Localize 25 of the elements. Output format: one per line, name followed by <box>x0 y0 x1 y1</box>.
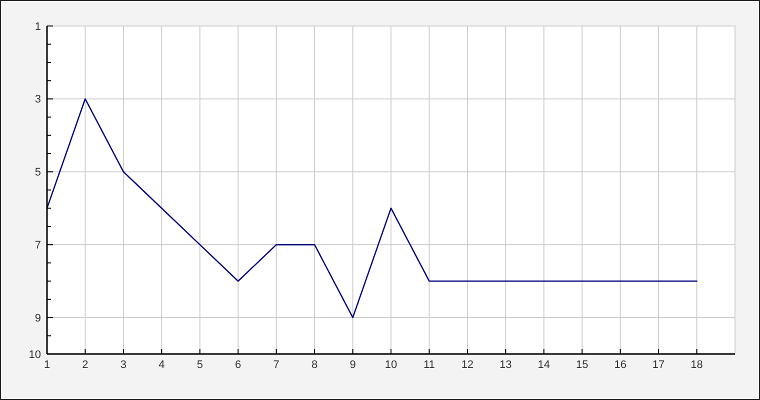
x-tick-label: 10 <box>384 359 398 371</box>
y-tick-label: 9 <box>34 312 41 324</box>
y-tick-label: 10 <box>28 348 41 361</box>
x-tick-label: 15 <box>576 359 588 371</box>
x-tick-label: 18 <box>690 359 703 371</box>
x-tick-label: 14 <box>538 359 550 371</box>
y-tick-label: 3 <box>34 94 41 106</box>
x-tick-label: 5 <box>196 359 203 371</box>
x-tick-label: 9 <box>350 359 356 371</box>
x-tick-label: 12 <box>461 359 474 371</box>
y-tick-label: 1 <box>34 20 41 33</box>
x-tick-label: 6 <box>235 359 242 371</box>
y-tick-label: 5 <box>34 166 41 179</box>
x-tick-label: 7 <box>273 359 280 371</box>
x-tick-label: 2 <box>82 359 88 371</box>
x-tick-label: 16 <box>614 359 626 371</box>
x-tick-label: 11 <box>424 359 435 371</box>
x-tick-label: 4 <box>158 359 165 371</box>
x-tick-label: 8 <box>311 359 318 371</box>
x-tick-label: 13 <box>500 359 512 371</box>
x-tick-label: 17 <box>652 359 665 371</box>
x-tick-label: 1 <box>44 359 50 371</box>
y-tick-label: 7 <box>34 240 41 252</box>
line-series <box>46 98 698 318</box>
x-tick-label: 3 <box>120 359 127 371</box>
